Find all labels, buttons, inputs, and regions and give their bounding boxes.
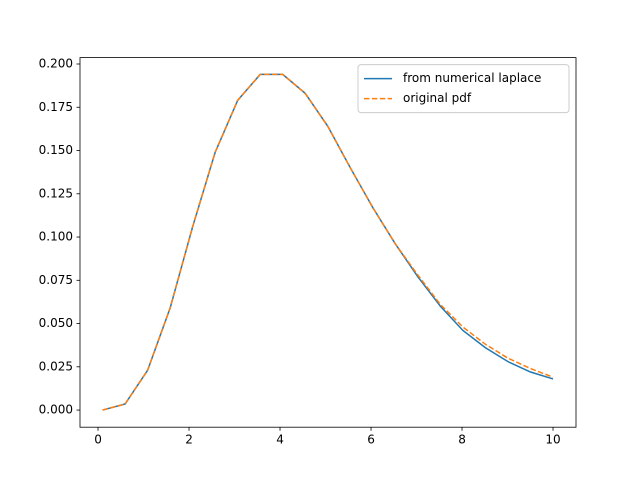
legend-label: original pdf (403, 91, 472, 105)
x-tick-label: 8 (458, 433, 466, 447)
y-tick-label: 0.075 (39, 273, 73, 287)
y-tick-label: 0.025 (39, 359, 73, 373)
y-tick-label: 0.150 (39, 143, 73, 157)
data-line (102, 73, 554, 411)
legend-label: from numerical laplace (403, 71, 541, 85)
legend-box (357, 64, 570, 114)
x-tick-label: 4 (276, 433, 284, 447)
x-tick-label: 6 (367, 433, 375, 447)
x-tick-label: 2 (185, 433, 193, 447)
y-tick-label: 0.125 (39, 186, 73, 200)
data-line (102, 73, 554, 411)
y-tick-label: 0.050 (39, 316, 73, 330)
axes-frame (79, 57, 577, 428)
x-tick-label: 10 (545, 433, 560, 447)
y-tick-label: 0.200 (39, 57, 73, 71)
y-tick-label: 0.100 (39, 230, 73, 244)
x-tick-label: 0 (94, 433, 102, 447)
y-tick-label: 0.000 (39, 403, 73, 417)
y-tick-label: 0.175 (39, 100, 73, 114)
